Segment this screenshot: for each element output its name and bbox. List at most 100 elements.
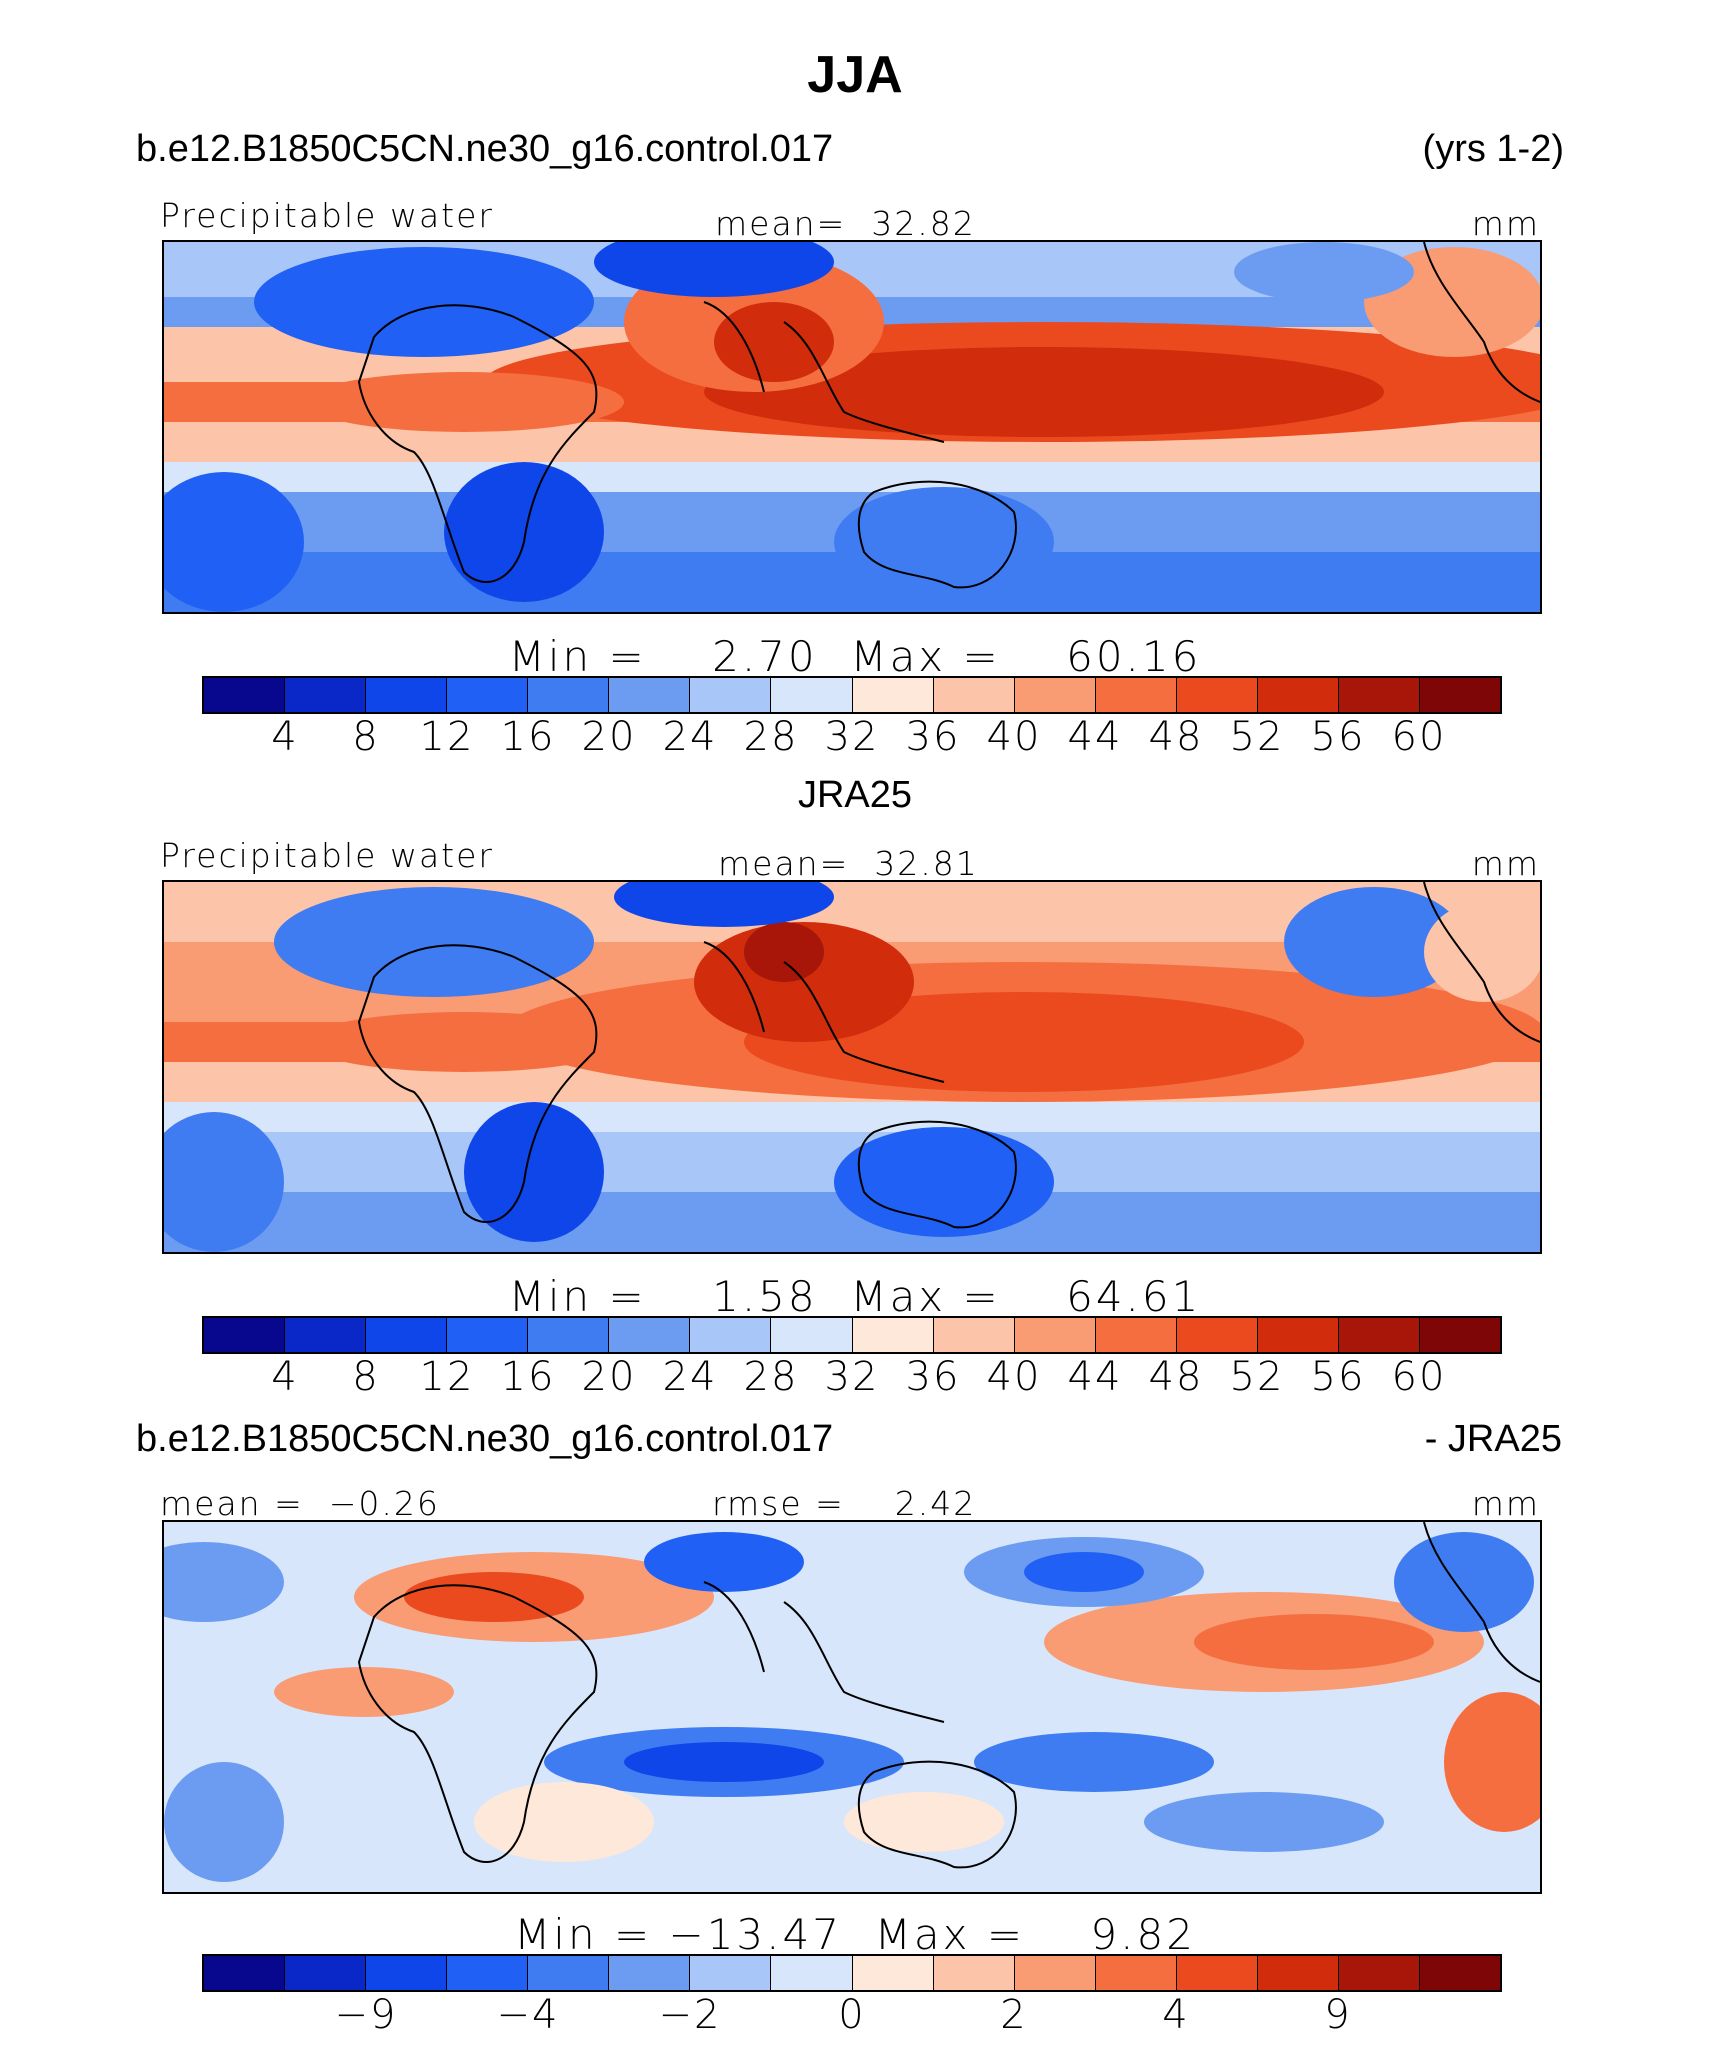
variable-label: Precipitable water [160, 836, 494, 875]
colorbar-tick-label: 8 [352, 714, 380, 760]
colorbar-tick-label: 40 [986, 1354, 1042, 1400]
colorbar-swatch [933, 678, 1015, 712]
colorbar-tick-label: 56 [1310, 714, 1366, 760]
years-label: (yrs 1-2) [1422, 128, 1564, 170]
colorbar-ticks: 4 8 12 16 20 24 28 32 36 40 44 48 52 56 60 [204, 1354, 1500, 1404]
colorbar-tick-label: 9 [1324, 1992, 1352, 2038]
colorbar-tick-label: 40 [986, 714, 1042, 760]
colorbar-swatch [1419, 678, 1500, 712]
colorbar-ticks: −9 −4 −2 0 2 4 9 [204, 1992, 1500, 2042]
panel-title: JRA25 [797, 774, 913, 816]
colorbar-tick-label: 4 [271, 714, 299, 760]
colorbar-swatch [285, 678, 367, 712]
colorbar-swatch [1095, 1318, 1177, 1352]
colorbar-tick-label: 60 [1391, 714, 1447, 760]
colorbar-swatch [852, 1956, 934, 1990]
colorbar-tick-label: 8 [352, 1354, 380, 1400]
colorbar-tick-label: 2 [1000, 1992, 1028, 2038]
colorbar-ticks: 4 8 12 16 20 24 28 32 36 40 44 48 52 56 60 [204, 714, 1500, 764]
colorbar-swatch [771, 678, 853, 712]
colorbar-tick-label: 28 [743, 1354, 799, 1400]
diff-left-title: b.e12.B1850C5CN.ne30_g16.control.017 [136, 1418, 834, 1460]
colorbar-swatch [690, 1318, 772, 1352]
colorbar-tick-label: 20 [581, 714, 637, 760]
colorbar-swatch [1257, 678, 1339, 712]
colorbar-swatch [690, 678, 772, 712]
colorbar-tick-label: 20 [581, 1354, 637, 1400]
colorbar-swatch [609, 678, 691, 712]
map-model [162, 240, 1542, 614]
map-obs [162, 880, 1542, 1254]
colorbar [202, 1954, 1502, 1992]
colorbar-tick-label: −9 [334, 1992, 398, 2038]
colorbar-tick-label: 36 [905, 1354, 961, 1400]
colorbar-tick-label: 28 [743, 714, 799, 760]
colorbar-swatch [771, 1318, 853, 1352]
colorbar-swatch [1095, 678, 1177, 712]
colorbar-swatch [852, 678, 934, 712]
colorbar-tick-label: 4 [271, 1354, 299, 1400]
colorbar-swatch [366, 678, 448, 712]
colorbar-swatch [204, 1956, 286, 1990]
colorbar-swatch [1014, 678, 1096, 712]
colorbar-swatch [1338, 1956, 1420, 1990]
colorbar-swatch [366, 1956, 448, 1990]
colorbar-tick-label: 52 [1229, 1354, 1285, 1400]
colorbar-swatch [447, 1318, 529, 1352]
colorbar [202, 676, 1502, 714]
colorbar-tick-label: 12 [419, 1354, 475, 1400]
colorbar-swatch [528, 1956, 610, 1990]
colorbar-tick-label: 32 [824, 714, 880, 760]
colorbar-tick-label: 12 [419, 714, 475, 760]
colorbar-swatch [447, 678, 529, 712]
units-label: mm [1471, 844, 1540, 883]
colorbar-swatch [285, 1318, 367, 1352]
colorbar-swatch [1014, 1956, 1096, 1990]
colorbar-tick-label: 4 [1162, 1992, 1190, 2038]
colorbar [202, 1316, 1502, 1354]
colorbar-tick-label: 44 [1067, 1354, 1123, 1400]
colorbar-swatch [1419, 1956, 1500, 1990]
colorbar-swatch [528, 678, 610, 712]
mean-readout: mean= 32.81 [718, 844, 979, 883]
obs-field [164, 882, 1540, 1252]
map-difference [162, 1520, 1542, 1894]
colorbar-tick-label: 44 [1067, 714, 1123, 760]
colorbar-swatch [528, 1318, 610, 1352]
colorbar-swatch [1176, 1956, 1258, 1990]
colorbar-swatch [609, 1318, 691, 1352]
difference-field [164, 1522, 1540, 1892]
minmax-readout: Min = −13.47 Max = 9.82 [514, 1910, 1196, 1959]
minmax-readout: Min = 2.70 Max = 60.16 [508, 632, 1202, 681]
variable-label: Precipitable water [160, 196, 494, 235]
colorbar-tick-label: 56 [1310, 1354, 1366, 1400]
colorbar-tick-label: 24 [662, 1354, 718, 1400]
mean-readout: mean = −0.26 [160, 1484, 440, 1523]
model-field [164, 242, 1540, 612]
case-name: b.e12.B1850C5CN.ne30_g16.control.017 [136, 128, 834, 170]
colorbar-swatch [285, 1956, 367, 1990]
colorbar-swatch [771, 1956, 853, 1990]
colorbar-swatch [1095, 1956, 1177, 1990]
units-label: mm [1471, 204, 1540, 243]
colorbar-swatch [447, 1956, 529, 1990]
colorbar-swatch [1338, 678, 1420, 712]
colorbar-swatch [1176, 1318, 1258, 1352]
mean-readout: mean= 32.82 [715, 204, 976, 243]
colorbar-swatch [1176, 678, 1258, 712]
units-label: mm [1471, 1484, 1540, 1523]
colorbar-tick-label: 16 [500, 1354, 556, 1400]
colorbar-swatch [690, 1956, 772, 1990]
colorbar-tick-label: 60 [1391, 1354, 1447, 1400]
colorbar-swatch [366, 1318, 448, 1352]
colorbar-tick-label: 48 [1148, 1354, 1204, 1400]
colorbar-swatch [204, 1318, 286, 1352]
diff-right-title: - JRA25 [1424, 1418, 1562, 1460]
colorbar-swatch [852, 1318, 934, 1352]
colorbar-tick-label: 24 [662, 714, 718, 760]
colorbar-swatch [204, 678, 286, 712]
colorbar-tick-label: 0 [838, 1992, 866, 2038]
colorbar-swatch [1014, 1318, 1096, 1352]
rmse-readout: rmse = 2.42 [712, 1484, 977, 1523]
colorbar-tick-label: −2 [658, 1992, 722, 2038]
